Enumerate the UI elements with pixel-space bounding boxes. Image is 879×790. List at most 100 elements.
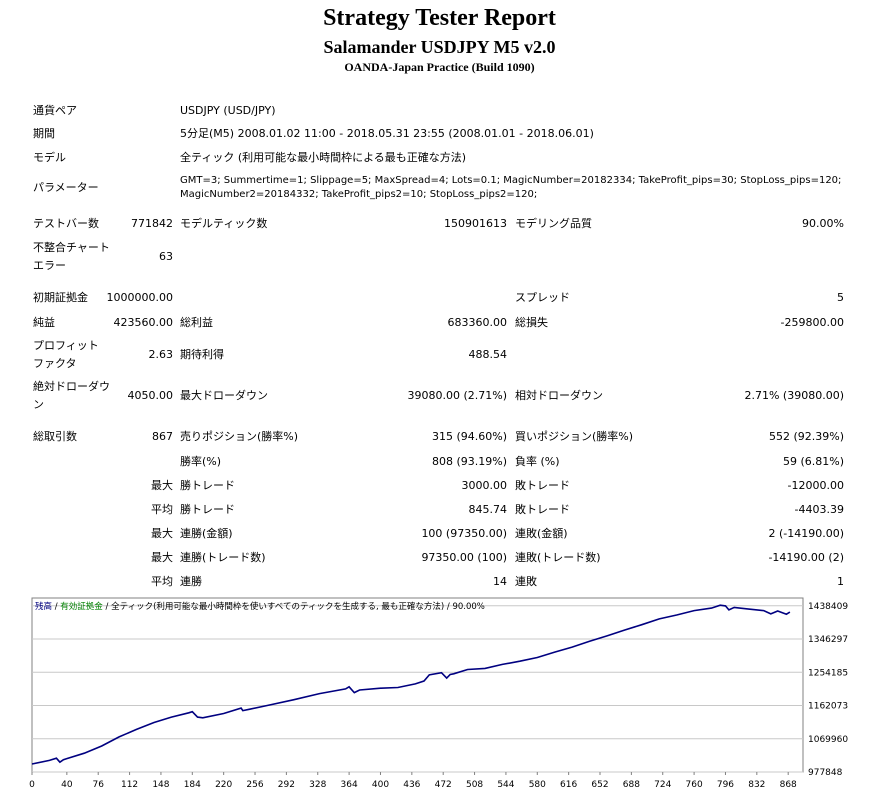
maximal-drawdown-value: 39080.00 (2.71%) — [407, 389, 507, 402]
gross-loss-value: -259800.00 — [780, 316, 844, 329]
loss-trades-label: 負率 (%) — [515, 455, 560, 468]
chart-frame — [31, 597, 804, 773]
model-value: 全ティック (利用可能な最小時間枠による最も正確な方法) — [180, 151, 467, 164]
legend-equity: 有効証拠金 — [60, 601, 103, 612]
y-tick-label: 977848 — [808, 768, 843, 778]
consecutive-wins-money-value: 100 (97350.00) — [421, 527, 507, 540]
spread-value: 5 — [837, 291, 844, 304]
balance-series-line — [31, 604, 791, 765]
x-tick-label: 508 — [466, 780, 483, 790]
relative-drawdown-label: 相対ドローダウン — [515, 389, 603, 402]
legend-separator-2: / — [103, 602, 111, 612]
y-tick-label: 1254185 — [808, 668, 848, 678]
deposit-value: 1000000.00 — [106, 291, 173, 304]
legend-balance: 残高 — [35, 601, 52, 612]
expected-payoff-label: 期待利得 — [180, 348, 224, 361]
deposit-label: 初期証拠金 — [33, 291, 88, 304]
largest-profit-trade-value: 3000.00 — [461, 479, 508, 492]
total-trades-label: 総取引数 — [33, 430, 77, 443]
x-tick-label: 544 — [497, 780, 514, 790]
x-tick-label: 796 — [717, 780, 734, 790]
total-trades-value: 867 — [152, 430, 173, 443]
relative-drawdown-value: 2.71% (39080.00) — [744, 389, 844, 402]
average-consecutive-wins-label: 連勝 — [180, 575, 202, 588]
x-tick-label: 256 — [246, 780, 263, 790]
y-tick-label: 1162073 — [808, 702, 848, 712]
x-tick-label: 400 — [372, 780, 389, 790]
average-label: 平均 — [151, 503, 173, 516]
average-consecutive-losses-value: 1 — [837, 575, 844, 588]
x-tick-label: 364 — [341, 780, 358, 790]
chart-x-axis-labels: 0 40 76 112 148 184 220 256 292 328 364 400 436 472 50… — [29, 772, 797, 790]
report-subtitle: Salamander USDJPY M5 v2.0 — [323, 37, 556, 57]
legend-model: 全ティック(利用可能な最小時間枠を使いすべてのティックを生成する, 最も正確な方… — [111, 601, 444, 612]
chart-grid — [32, 605, 803, 773]
chart-y-axis-labels: 977848 1069960 1162073 1254185 1346297 143840… — [808, 602, 848, 778]
period-label: 期間 — [33, 127, 55, 140]
largest-loss-trade-label: 敗トレード — [515, 479, 570, 492]
average-consecutive-losses-label: 連敗 — [515, 575, 537, 588]
x-tick-label: 652 — [591, 780, 608, 790]
absolute-drawdown-label-line-2: ン — [33, 398, 44, 411]
profit-factor-value: 2.63 — [148, 348, 174, 361]
x-tick-label: 688 — [623, 780, 640, 790]
params-line-2: MagicNumber2=20184332; TakeProfit_pips2=… — [180, 189, 538, 200]
y-tick-label: 1346297 — [808, 635, 848, 645]
long-positions-label: 買いポジション(勝率%) — [515, 430, 634, 443]
params-line-1: GMT=3; Summertime=1; Slippage=5; MaxSpre… — [180, 175, 842, 186]
gross-profit-label: 総利益 — [180, 316, 213, 329]
x-tick-label: 292 — [278, 780, 295, 790]
x-tick-label: 328 — [309, 780, 326, 790]
x-tick-label: 184 — [184, 780, 201, 790]
mismatch-label-line-2: エラー — [33, 259, 66, 272]
mismatch-value: 63 — [159, 250, 173, 263]
x-tick-label: 436 — [403, 780, 420, 790]
symbol-label: 通貨ペア — [33, 104, 77, 117]
average-consecutive-wins-value: 14 — [493, 575, 507, 588]
x-tick-label: 0 — [29, 780, 35, 790]
x-tick-label: 616 — [560, 780, 577, 790]
bars-label: テストバー数 — [33, 217, 99, 230]
gross-loss-label: 総損失 — [515, 316, 548, 329]
short-positions-label: 売りポジション(勝率%) — [180, 430, 299, 443]
average-loss-trade-label: 敗トレード — [515, 503, 570, 516]
params-label: パラメーター — [33, 181, 99, 194]
quality-value: 90.00% — [802, 217, 844, 230]
model-label: モデル — [33, 151, 66, 164]
consecutive-wins-trades-value: 97350.00 (100) — [421, 551, 507, 564]
profit-factor-label-line-2: ファクタ — [33, 357, 77, 370]
x-tick-label: 112 — [121, 780, 138, 790]
x-tick-label: 40 — [61, 780, 73, 790]
x-tick-label: 148 — [152, 780, 169, 790]
absolute-drawdown-value: 4050.00 — [127, 389, 174, 402]
x-tick-label: 832 — [748, 780, 765, 790]
mismatch-label-line-1: 不整合チャート — [33, 241, 110, 254]
average-consecutive-label: 平均 — [151, 575, 173, 588]
period-value: 5分足(M5) 2008.01.02 11:00 - 2018.05.31 23… — [180, 127, 594, 140]
max-consecutive-label: 最大 — [151, 527, 173, 540]
x-tick-label: 868 — [780, 780, 797, 790]
profit-trades-value: 808 (93.19%) — [431, 455, 507, 468]
consecutive-wins-trades-label: 連勝(トレード数) — [180, 551, 266, 564]
maximal-drawdown-label: 最大ドローダウン — [180, 389, 268, 402]
report-title: Strategy Tester Report — [323, 5, 556, 31]
x-tick-label: 760 — [686, 780, 703, 790]
short-positions-value: 315 (94.60%) — [431, 430, 507, 443]
largest-label: 最大 — [151, 479, 173, 492]
x-tick-label: 76 — [92, 780, 104, 790]
expected-payoff-value: 488.54 — [468, 348, 508, 361]
net-profit-label: 純益 — [33, 316, 55, 329]
spread-label: スプレッド — [515, 291, 570, 304]
server-name: OANDA-Japan Practice (Build 1090) — [344, 60, 535, 74]
largest-profit-trade-label: 勝トレード — [180, 479, 235, 492]
x-tick-label: 724 — [654, 780, 671, 790]
consecutive-losses-money-value: 2 (-14190.00) — [768, 527, 844, 540]
average-profit-trade-value: 845.74 — [468, 503, 508, 516]
bars-value: 771842 — [131, 217, 173, 230]
chart-legend: 残高 / 有効証拠金 / 全ティック(利用可能な最小時間枠を使いすべてのティック… — [35, 601, 485, 612]
consecutive-losses-trades-value: -14190.00 (2) — [768, 551, 844, 564]
average-profit-trade-label: 勝トレード — [180, 503, 235, 516]
net-profit-value: 423560.00 — [113, 316, 174, 329]
profit-trades-label: 勝率(%) — [180, 455, 222, 468]
gross-profit-value: 683360.00 — [447, 316, 508, 329]
